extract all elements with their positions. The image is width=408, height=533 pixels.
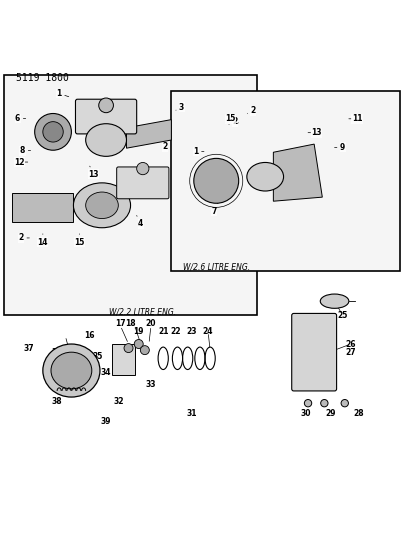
Text: W/2.6 LITRE ENG.: W/2.6 LITRE ENG. — [183, 262, 250, 271]
Text: 16: 16 — [84, 332, 95, 341]
Text: W/2.2 LITRE ENG.: W/2.2 LITRE ENG. — [109, 308, 176, 316]
Circle shape — [137, 163, 149, 175]
Circle shape — [194, 158, 239, 203]
Ellipse shape — [134, 340, 143, 349]
Text: 35: 35 — [93, 352, 103, 361]
Circle shape — [99, 98, 113, 112]
Ellipse shape — [304, 400, 312, 407]
Bar — [112, 344, 135, 375]
Ellipse shape — [43, 344, 100, 397]
Text: 10: 10 — [296, 163, 309, 172]
Text: 21: 21 — [158, 327, 169, 336]
Ellipse shape — [51, 352, 92, 389]
Text: 2: 2 — [247, 106, 255, 115]
Polygon shape — [273, 144, 322, 201]
Text: 1: 1 — [193, 147, 204, 156]
Text: 25: 25 — [337, 311, 348, 320]
Polygon shape — [126, 119, 171, 148]
Text: 15: 15 — [225, 114, 239, 123]
Text: 24: 24 — [203, 327, 213, 336]
Text: 5: 5 — [69, 200, 80, 209]
Text: 2: 2 — [163, 139, 168, 151]
Ellipse shape — [86, 124, 126, 156]
Text: 11: 11 — [349, 114, 362, 123]
Ellipse shape — [73, 183, 131, 228]
Text: 6: 6 — [207, 180, 217, 189]
Polygon shape — [12, 193, 73, 222]
Bar — [4, 75, 257, 316]
Text: 36: 36 — [52, 348, 62, 357]
Text: 13: 13 — [89, 166, 99, 179]
FancyBboxPatch shape — [75, 99, 137, 134]
Bar — [171, 91, 400, 271]
Text: 22: 22 — [170, 327, 181, 336]
Text: 2: 2 — [19, 233, 29, 243]
Text: 26: 26 — [346, 340, 356, 349]
Text: 33: 33 — [146, 381, 156, 389]
Ellipse shape — [124, 344, 133, 353]
Ellipse shape — [321, 400, 328, 407]
Text: 13: 13 — [308, 128, 322, 137]
Text: 12: 12 — [14, 158, 28, 166]
Text: 31: 31 — [186, 409, 197, 418]
Text: 2: 2 — [229, 117, 237, 126]
Text: 1: 1 — [57, 89, 69, 98]
Text: 28: 28 — [354, 409, 364, 418]
Text: 17: 17 — [115, 319, 126, 328]
Text: 8: 8 — [20, 146, 31, 155]
Text: 34: 34 — [101, 368, 111, 377]
Ellipse shape — [140, 346, 149, 354]
Text: 32: 32 — [113, 397, 124, 406]
Ellipse shape — [341, 400, 348, 407]
Text: 27: 27 — [346, 348, 356, 357]
Text: 37: 37 — [23, 344, 34, 353]
Text: 14: 14 — [38, 234, 48, 247]
Circle shape — [43, 122, 63, 142]
Text: 38: 38 — [52, 397, 62, 406]
Circle shape — [35, 114, 71, 150]
Text: 39: 39 — [101, 417, 111, 426]
Text: 9: 9 — [335, 143, 345, 152]
FancyBboxPatch shape — [117, 167, 169, 199]
FancyBboxPatch shape — [292, 313, 337, 391]
Text: 23: 23 — [186, 327, 197, 336]
Text: 6: 6 — [15, 114, 26, 123]
Ellipse shape — [320, 294, 349, 308]
Text: 7: 7 — [211, 203, 218, 215]
Ellipse shape — [247, 163, 284, 191]
Text: 15: 15 — [74, 234, 85, 247]
Text: 19: 19 — [133, 327, 144, 336]
Text: 4: 4 — [137, 215, 143, 228]
Text: 3: 3 — [176, 103, 184, 112]
Text: 20: 20 — [146, 319, 156, 328]
Text: 30: 30 — [301, 409, 311, 418]
Text: 18: 18 — [125, 319, 136, 328]
Text: 5119 1800: 5119 1800 — [16, 72, 69, 83]
Text: 29: 29 — [325, 409, 336, 418]
Ellipse shape — [86, 192, 118, 219]
